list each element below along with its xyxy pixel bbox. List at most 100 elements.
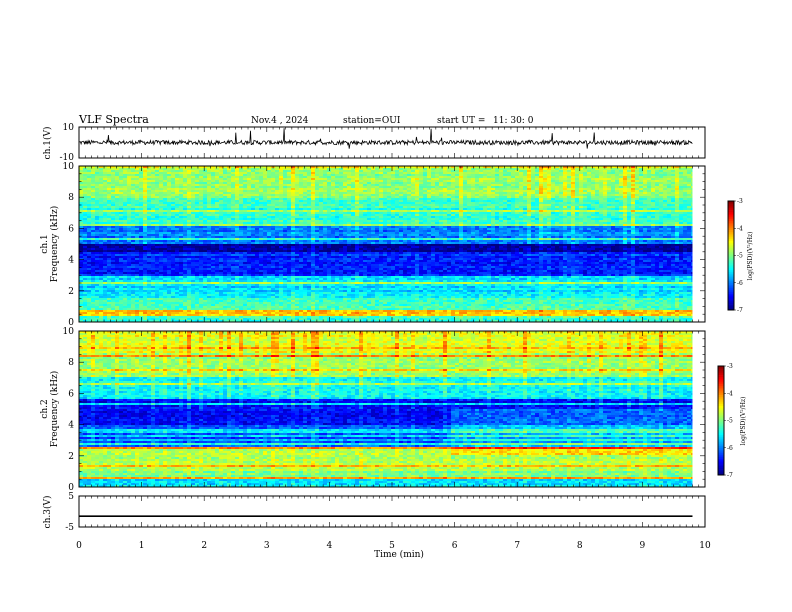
spectrogram-cell <box>191 220 196 223</box>
spectrogram-cell <box>159 178 164 181</box>
spectrogram-cell <box>215 210 220 213</box>
spectrogram-cell <box>319 210 324 213</box>
spectrogram-cell <box>299 178 304 181</box>
spectrogram-cell <box>307 188 312 191</box>
spectrogram-cell <box>351 174 356 177</box>
spectrogram-cell <box>399 214 404 217</box>
spectrogram-cell <box>515 200 520 203</box>
spectrogram-cell <box>551 168 556 171</box>
spectrogram-cell <box>371 180 376 183</box>
spectrogram-cell <box>251 196 256 199</box>
spectrogram-cell <box>371 224 376 227</box>
spectrogram-cell <box>623 214 628 217</box>
spectrogram-cell <box>463 194 468 197</box>
spectrogram-cell <box>627 194 632 197</box>
spectrogram-cell <box>651 168 656 171</box>
spectrogram-cell <box>307 220 312 223</box>
spectrogram-cell <box>687 188 692 191</box>
spectrogram-cell <box>675 224 680 227</box>
spectrogram-cell <box>363 194 368 197</box>
spectrogram-cell <box>415 196 420 199</box>
spectrogram-cell <box>447 194 452 197</box>
spectrogram-cell <box>487 180 492 183</box>
spectrogram-cell <box>447 186 452 189</box>
spectrogram-cell <box>339 172 344 175</box>
spectrogram-cell <box>275 196 280 199</box>
spectrogram-cell <box>563 220 568 223</box>
spectrogram-cell <box>539 216 544 219</box>
spectrogram-cell <box>79 180 84 183</box>
spectrogram-cell <box>351 224 356 227</box>
spectrogram-cell <box>123 202 128 205</box>
spectrogram-cell <box>111 180 116 183</box>
spectrogram-cell <box>431 212 436 215</box>
spectrogram-cell <box>543 194 548 197</box>
spectrogram-cell <box>79 184 84 187</box>
spectrogram-cell <box>167 184 172 187</box>
spectrogram-cell <box>315 210 320 213</box>
spectrogram-cell <box>435 166 440 169</box>
spectrogram-cell <box>391 220 396 223</box>
spectrogram-cell <box>391 216 396 219</box>
spectrogram-cell <box>339 186 344 189</box>
spectrogram-cell <box>419 216 424 219</box>
spectrogram-cell <box>255 190 260 193</box>
spectrogram-cell <box>467 224 472 227</box>
spectrogram-cell <box>375 220 380 223</box>
spectrogram-cell <box>591 180 596 183</box>
spectrogram-cell <box>319 218 324 221</box>
spectrogram-cell <box>519 170 524 173</box>
spectrogram-cell <box>259 208 264 211</box>
spectrogram-cell <box>259 178 264 181</box>
spectrogram-cell <box>371 222 376 225</box>
spectrogram-cell <box>675 206 680 209</box>
spectrogram-cell <box>643 226 648 229</box>
spectrogram-cell <box>463 168 468 171</box>
spectrogram-cell <box>159 188 164 191</box>
spectrogram-cell <box>559 198 564 201</box>
spectrogram-cell <box>375 190 380 193</box>
spectrogram-cell <box>667 208 672 211</box>
spectrogram-cell <box>555 220 560 223</box>
spectrogram-cell <box>639 214 644 217</box>
spectrogram-cell <box>507 214 512 217</box>
spectrogram-cell <box>303 196 308 199</box>
spectrogram-cell <box>611 180 616 183</box>
spectrogram-cell <box>167 196 172 199</box>
spectrogram-cell <box>247 184 252 187</box>
spectrogram-cell <box>259 204 264 207</box>
spectrogram-cell <box>435 200 440 203</box>
spectrogram-cell <box>323 170 328 173</box>
spectrogram-cell <box>123 170 128 173</box>
spectrogram-cell <box>339 170 344 173</box>
spectrogram-cell <box>283 208 288 211</box>
spectrogram-cell <box>499 204 504 207</box>
spectrogram-cell <box>443 224 448 227</box>
spectrogram-cell <box>379 176 384 179</box>
spectrogram-cell <box>347 178 352 181</box>
spectrogram-cell <box>267 170 272 173</box>
spectrogram-cell <box>495 192 500 195</box>
spectrogram-cell <box>191 170 196 173</box>
spectrogram-cell <box>175 218 180 221</box>
spectrogram-cell <box>215 208 220 211</box>
spectrogram-cell <box>679 226 684 229</box>
spectrogram-cell <box>355 186 360 189</box>
spectrogram-cell <box>231 184 236 187</box>
spectrogram-cell <box>455 192 460 195</box>
spectrogram-cell <box>423 196 428 199</box>
spectrogram-cell <box>319 194 324 197</box>
spectrogram-cell <box>511 168 516 171</box>
spectrogram-cell <box>531 226 536 229</box>
spectrogram-cell <box>347 202 352 205</box>
spectrogram-cell <box>215 190 220 193</box>
spectrogram-cell <box>279 188 284 191</box>
spectrogram-cell <box>235 180 240 183</box>
spectrogram-cell <box>191 184 196 187</box>
spectrogram-cell <box>99 166 104 169</box>
spectrogram-cell <box>623 172 628 175</box>
spectrogram-cell <box>675 226 680 229</box>
spectrogram-cell <box>403 204 408 207</box>
spectrogram-cell <box>611 176 616 179</box>
spectrogram-cell <box>271 180 276 183</box>
